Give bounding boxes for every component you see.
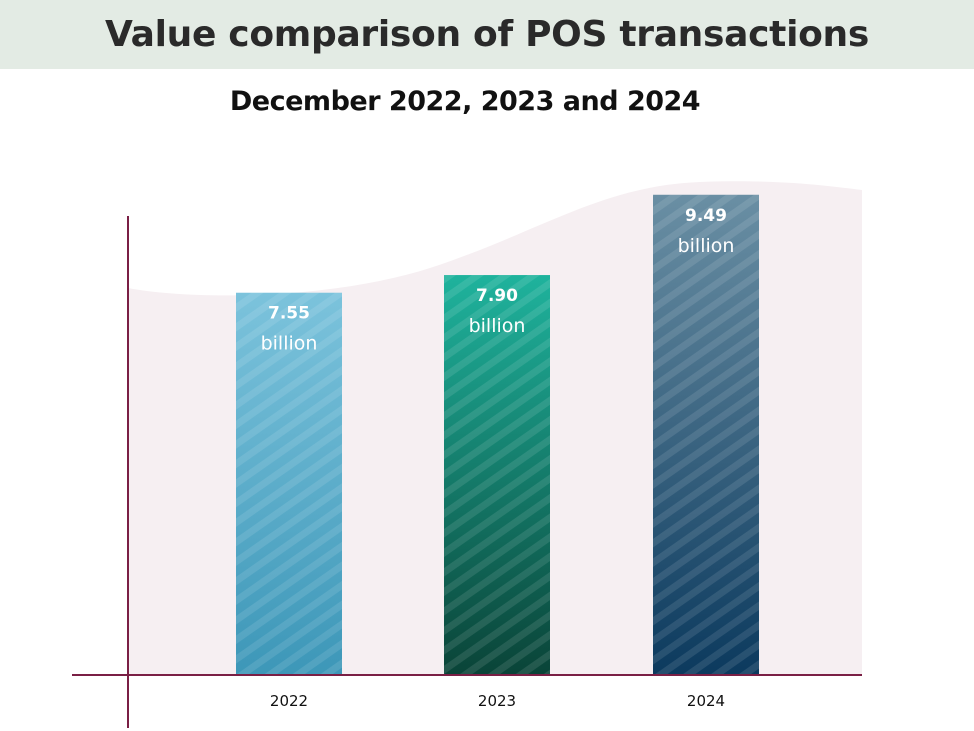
value-label-2024: 9.49 xyxy=(685,206,727,226)
unit-label-2023: billion xyxy=(469,315,526,337)
unit-label-2022: billion xyxy=(261,333,318,355)
x-tick-2022: 2022 xyxy=(270,692,308,710)
bar-stripes-2024 xyxy=(653,194,759,674)
title-bar: Value comparison of POS transactions xyxy=(0,0,974,69)
x-tick-2023: 2023 xyxy=(478,692,516,710)
chart-subtitle: December 2022, 2023 and 2024 xyxy=(229,86,701,117)
value-label-2023: 7.90 xyxy=(476,286,518,306)
x-tick-2024: 2024 xyxy=(687,692,725,710)
unit-label-2024: billion xyxy=(678,235,735,257)
value-label-2022: 7.55 xyxy=(268,304,310,324)
bar-stripes-2023 xyxy=(444,275,550,674)
bar-stripes-2022 xyxy=(236,292,342,674)
chart-title: Value comparison of POS transactions xyxy=(104,14,870,55)
